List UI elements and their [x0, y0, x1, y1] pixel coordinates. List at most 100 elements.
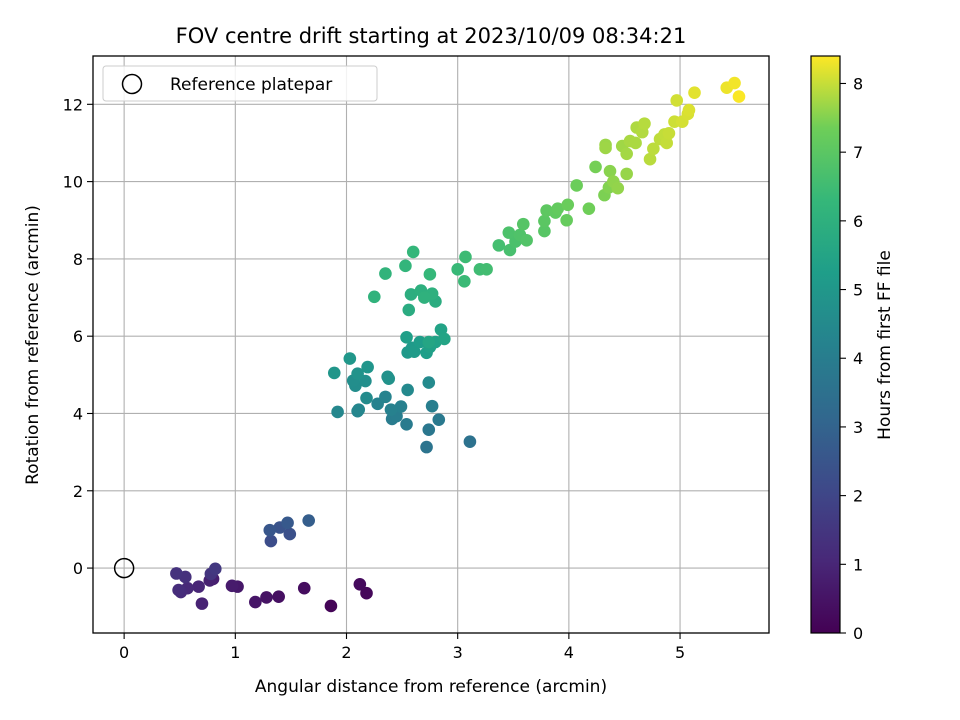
y-axis-label: Rotation from reference (arcmin) [23, 205, 43, 485]
data-point [195, 597, 209, 610]
data-point [492, 239, 506, 252]
data-point [406, 245, 420, 259]
data-point [367, 290, 381, 304]
x-tick-label: 1 [230, 643, 240, 662]
data-point [324, 599, 338, 613]
data-point [297, 581, 311, 595]
y-tick-label: 2 [73, 482, 83, 501]
data-point [418, 291, 431, 304]
data-point [682, 103, 696, 117]
data-point [272, 590, 285, 603]
data-point [463, 435, 477, 448]
data-point [402, 303, 416, 317]
data-point [660, 136, 674, 150]
legend-box [102, 65, 378, 102]
data-point [422, 376, 436, 389]
data-point [603, 164, 617, 178]
data-point [638, 117, 651, 130]
data-point [382, 372, 396, 386]
data-point [379, 390, 392, 404]
data-point [516, 217, 530, 231]
legend-label-reference-platepar: Reference platepar [170, 75, 332, 95]
data-point [263, 523, 277, 537]
y-tick-label: 6 [73, 327, 83, 346]
data-point [343, 352, 357, 365]
data-point [458, 275, 471, 288]
x-tick-label: 0 [119, 643, 129, 662]
data-point [459, 250, 472, 264]
data-point [538, 224, 551, 238]
y-tick-label: 12 [63, 95, 83, 114]
data-point [302, 514, 315, 527]
x-tick-label: 2 [341, 643, 351, 662]
colorbar-label: Hours from first FF file [875, 250, 895, 440]
data-point [551, 202, 565, 215]
y-axis-ticks: 0 2 4 6 8 10 12 [63, 95, 93, 578]
data-point [451, 263, 464, 276]
data-point [394, 400, 408, 413]
data-point [728, 76, 741, 90]
data-point [425, 399, 439, 413]
data-point [560, 213, 573, 227]
data-point [260, 591, 273, 604]
legend-marker-reference-platepar [121, 73, 143, 95]
x-axis-label: Angular distance from reference (arcmin) [255, 677, 607, 697]
data-point [422, 423, 436, 437]
data-point [611, 181, 625, 195]
colorbar-tick-label: 3 [853, 418, 863, 437]
data-point [520, 234, 533, 247]
data-point [413, 335, 427, 349]
data-point [688, 86, 701, 100]
colorbar-tick-label: 8 [853, 74, 863, 93]
legend: Reference platepar [102, 65, 378, 102]
data-point [360, 391, 373, 405]
data-point [589, 160, 602, 174]
colorbar-tick-label: 2 [853, 487, 863, 506]
colorbar-ticks: 0 1 2 3 4 5 6 7 8 [840, 74, 863, 643]
data-point [670, 94, 684, 107]
x-tick-label: 4 [564, 643, 574, 662]
data-point [432, 413, 446, 426]
data-point [570, 179, 583, 192]
colorbar: 0 1 2 3 4 5 6 7 8 Hours from first FF file [810, 55, 895, 643]
data-point [400, 418, 413, 431]
data-point [408, 345, 421, 358]
data-point [352, 403, 366, 416]
data-point [379, 267, 392, 280]
colorbar-tick-label: 0 [853, 624, 863, 643]
data-point [420, 440, 433, 454]
data-point [647, 142, 660, 156]
x-tick-label: 5 [675, 643, 685, 662]
data-point [582, 202, 596, 215]
data-point [438, 332, 451, 346]
data-point [538, 214, 551, 228]
data-points [113, 76, 746, 613]
data-point [281, 516, 294, 530]
data-point [172, 583, 185, 597]
data-point [327, 366, 341, 380]
data-point [283, 527, 297, 541]
y-tick-label: 4 [73, 404, 83, 423]
x-tick-label: 3 [453, 643, 463, 662]
data-point [209, 562, 222, 576]
data-point [662, 126, 676, 140]
data-point [732, 90, 746, 103]
data-point [249, 595, 262, 609]
colorbar-tick-label: 5 [853, 281, 863, 300]
colorbar-tick-label: 7 [853, 143, 863, 162]
data-point [192, 580, 205, 593]
chart-title: FOV centre drift starting at 2023/10/09 … [176, 24, 687, 48]
data-point [351, 367, 364, 380]
y-tick-label: 0 [73, 559, 83, 578]
colorbar-tick-label: 1 [853, 555, 863, 574]
data-point [331, 405, 344, 419]
data-point [360, 586, 373, 600]
colorbar-gradient [810, 55, 841, 634]
colorbar-tick-label: 4 [853, 349, 863, 368]
reference-platepar-marker [113, 557, 135, 579]
plot-frame [92, 55, 770, 634]
data-point [353, 578, 367, 591]
data-point [400, 331, 413, 344]
